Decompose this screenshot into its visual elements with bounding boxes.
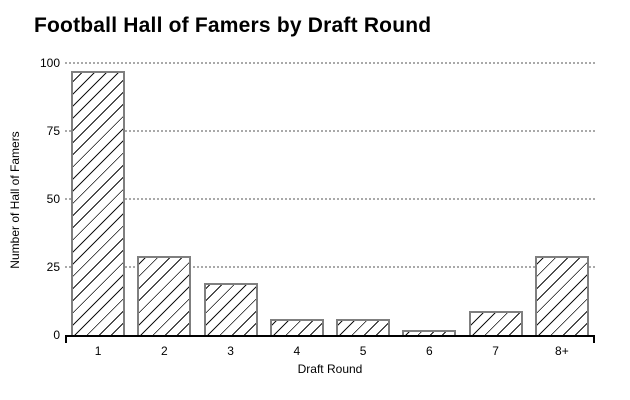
x-tick-label: 8+ [555,344,569,358]
bar-round-5 [336,319,391,335]
x-axis-title: Draft Round [297,362,363,376]
x-axis-line [65,335,595,337]
y-tick-label: 100 [39,56,60,70]
x-tick-label: 1 [94,344,102,358]
x-tick-label: 4 [293,344,301,358]
plot-area: 0 25 50 75 100 1 2 3 4 5 6 7 8+ [40,56,595,358]
y-tick-label: 0 [53,328,60,342]
bar-round-4 [269,319,324,335]
x-tick-label: 5 [359,344,367,358]
gridline-y-100 [65,62,595,64]
y-tick-label: 25 [46,260,60,274]
bar-round-2 [137,256,192,335]
gridline-y-50 [65,198,595,200]
bar-round-3 [203,283,258,335]
x-tick-label: 3 [227,344,234,358]
x-tick-label: 6 [426,344,433,358]
bar-round-1 [71,71,126,335]
x-tick-label: 2 [161,344,168,358]
x-tick-label: 7 [492,344,499,358]
x-axis-left-end-tick [65,335,67,343]
gridline-y-75 [65,130,595,132]
bar-round-6 [402,330,457,335]
y-tick-label: 75 [46,124,60,138]
y-tick-label: 50 [46,192,60,206]
gridline-y-25 [65,266,595,268]
bar-round-8+ [534,256,589,335]
bar-round-7 [468,311,523,335]
x-axis-right-end-tick [593,335,595,343]
chart-title: Football Hall of Famers by Draft Round [34,14,432,37]
